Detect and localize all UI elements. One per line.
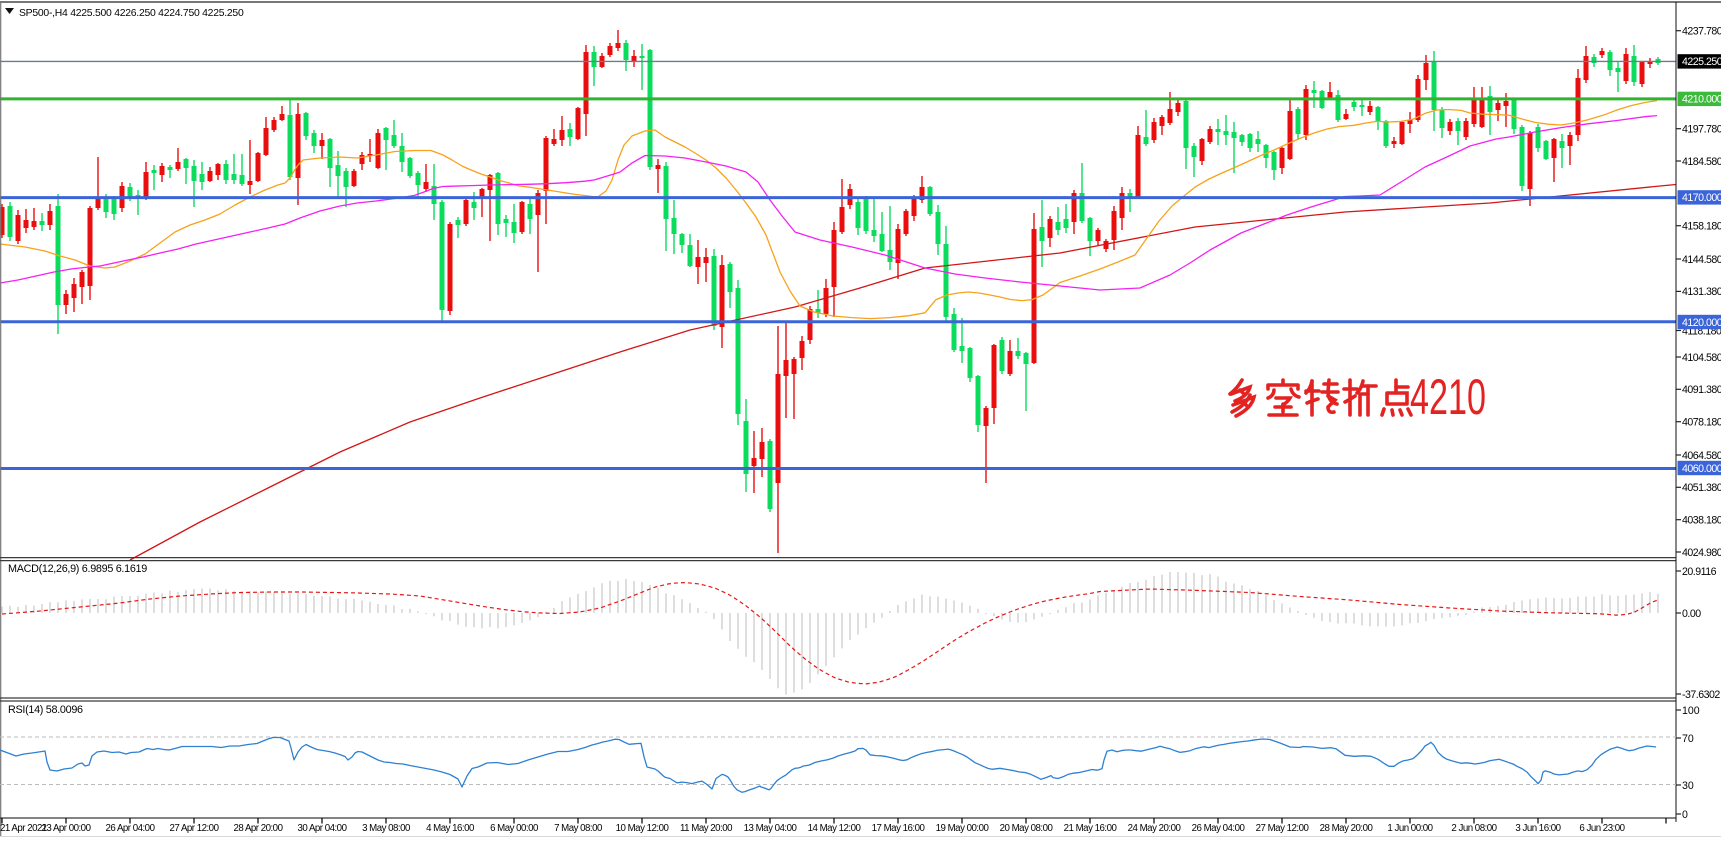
svg-text:4051.380: 4051.380 [1682, 482, 1721, 494]
svg-text:4237.780: 4237.780 [1682, 26, 1721, 38]
svg-text:21 May 16:00: 21 May 16:00 [1064, 823, 1118, 834]
svg-text:MACD(12,26,9) 6.9895 6.1619: MACD(12,26,9) 6.9895 6.1619 [8, 563, 147, 575]
svg-text:17 May 16:00: 17 May 16:00 [872, 823, 926, 834]
svg-text:10 May 12:00: 10 May 12:00 [616, 823, 670, 834]
svg-text:4210.000: 4210.000 [1682, 94, 1721, 106]
svg-text:19 May 00:00: 19 May 00:00 [936, 823, 990, 834]
svg-text:4210: 4210 [1410, 369, 1486, 425]
svg-text:1 Jun 00:00: 1 Jun 00:00 [1387, 823, 1433, 834]
svg-text:6 May 00:00: 6 May 00:00 [490, 823, 539, 834]
svg-text:0: 0 [1682, 809, 1688, 821]
svg-text:27 May 12:00: 27 May 12:00 [1256, 823, 1310, 834]
svg-text:7 May 08:00: 7 May 08:00 [554, 823, 603, 834]
svg-text:4131.380: 4131.380 [1682, 286, 1721, 298]
svg-text:-37.6302: -37.6302 [1682, 689, 1720, 701]
svg-text:28 May 20:00: 28 May 20:00 [1320, 823, 1374, 834]
svg-text:26 May 04:00: 26 May 04:00 [1192, 823, 1246, 834]
svg-text:4064.580: 4064.580 [1682, 450, 1721, 462]
svg-text:2 Jun 08:00: 2 Jun 08:00 [1451, 823, 1497, 834]
svg-text:SP500-,H4 4225.500 4226.250 4: SP500-,H4 4225.500 4226.250 4224.750 422… [19, 8, 244, 19]
svg-text:4120.000: 4120.000 [1682, 317, 1721, 329]
svg-text:4078.180: 4078.180 [1682, 417, 1721, 429]
svg-text:21 Apr 2021: 21 Apr 2021 [0, 823, 47, 834]
svg-text:4144.580: 4144.580 [1682, 254, 1721, 266]
svg-text:4 May 16:00: 4 May 16:00 [426, 823, 475, 834]
svg-text:4158.180: 4158.180 [1682, 221, 1721, 233]
svg-text:20.9116: 20.9116 [1682, 566, 1717, 578]
svg-text:6 Jun 23:00: 6 Jun 23:00 [1579, 823, 1625, 834]
svg-text:28 Apr 20:00: 28 Apr 20:00 [234, 823, 284, 834]
svg-text:RSI(14) 58.0096: RSI(14) 58.0096 [8, 704, 83, 716]
svg-text:23 Apr 00:00: 23 Apr 00:00 [42, 823, 92, 834]
svg-text:4197.780: 4197.780 [1682, 124, 1721, 136]
svg-text:70: 70 [1682, 733, 1694, 745]
svg-text:3 Jun 16:00: 3 Jun 16:00 [1515, 823, 1561, 834]
svg-text:4225.250: 4225.250 [1682, 56, 1721, 68]
svg-text:30 Apr 04:00: 30 Apr 04:00 [298, 823, 348, 834]
svg-text:4038.180: 4038.180 [1682, 515, 1721, 527]
svg-text:3 May 08:00: 3 May 08:00 [362, 823, 411, 834]
svg-text:4091.380: 4091.380 [1682, 384, 1721, 396]
svg-text:4060.000: 4060.000 [1682, 463, 1721, 475]
svg-text:0.00: 0.00 [1682, 608, 1701, 620]
svg-text:24 May 20:00: 24 May 20:00 [1128, 823, 1182, 834]
svg-text:11 May 20:00: 11 May 20:00 [680, 823, 733, 834]
svg-text:27 Apr 12:00: 27 Apr 12:00 [170, 823, 220, 834]
svg-text:20 May 08:00: 20 May 08:00 [1000, 823, 1054, 834]
svg-text:14 May 12:00: 14 May 12:00 [808, 823, 862, 834]
svg-text:4184.580: 4184.580 [1682, 156, 1721, 168]
svg-text:30: 30 [1682, 780, 1694, 792]
svg-text:100: 100 [1682, 705, 1700, 717]
svg-text:4104.580: 4104.580 [1682, 352, 1721, 364]
svg-text:26 Apr 04:00: 26 Apr 04:00 [106, 823, 156, 834]
svg-text:13 May 04:00: 13 May 04:00 [744, 823, 798, 834]
svg-text:4170.000: 4170.000 [1682, 192, 1721, 204]
svg-text:4024.980: 4024.980 [1682, 547, 1721, 559]
